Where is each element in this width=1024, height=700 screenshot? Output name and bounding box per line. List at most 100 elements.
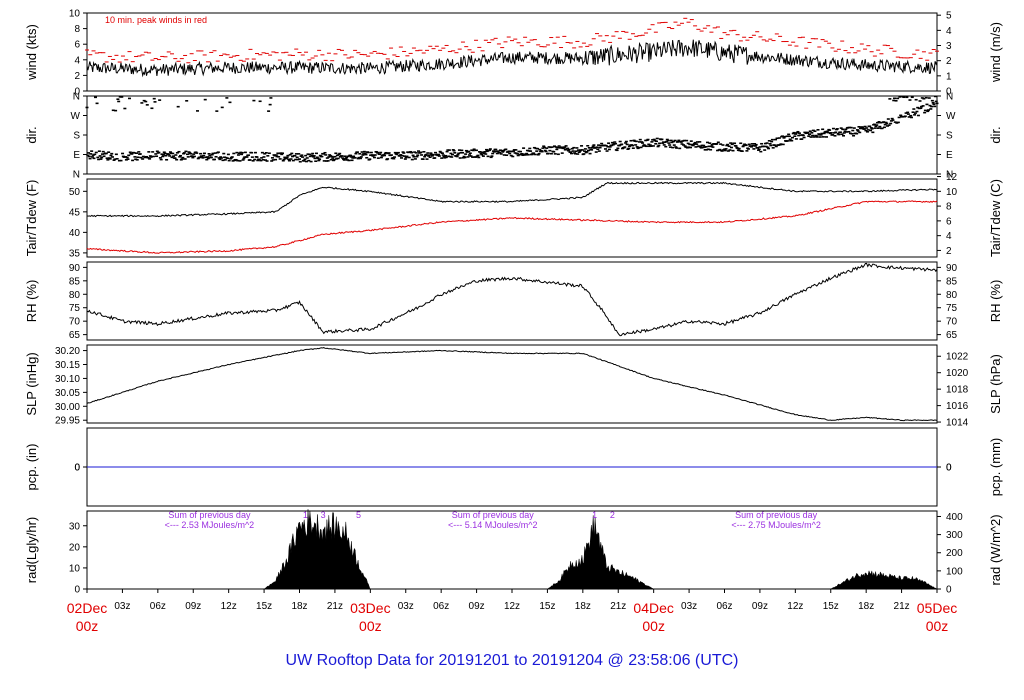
time-label-hour: 00z — [359, 618, 382, 634]
wind-ytick-label-right: 4 — [946, 26, 952, 37]
rh-frame — [86, 261, 938, 341]
wind-ytick-label-right: 2 — [946, 56, 952, 67]
temp-ytick-label-left: 50 — [69, 187, 81, 198]
wind-ytick-label-right: 3 — [946, 41, 952, 52]
slp-ytick-label-right: 1022 — [946, 352, 969, 363]
time-label-minor: 15z — [256, 601, 272, 612]
wind-ytick-label-right: 0 — [946, 87, 952, 98]
rh-ylabel-right: RH (%) — [988, 280, 1003, 323]
slp-ytick-label-left: 30.00 — [55, 402, 80, 413]
temp-ytick-label-left: 45 — [69, 207, 81, 218]
time-label-minor: 03z — [398, 601, 414, 612]
dir-ytick-label-left: S — [73, 131, 80, 142]
rad-peak-label: 2 — [610, 510, 615, 520]
time-label-minor: 18z — [575, 601, 591, 612]
time-label-minor: 06z — [433, 601, 449, 612]
temp-ytick-label-right: 2 — [946, 246, 952, 257]
rad-annotation-line1: Sum of previous day — [452, 510, 535, 520]
rh-ytick-label-left: 90 — [69, 263, 81, 274]
rh-ytick-label-left: 75 — [69, 303, 81, 314]
temp-ylabel-left: Tair/Tdew (F) — [24, 180, 39, 257]
dir-ylabel-left: dir. — [24, 126, 39, 143]
rad-peak-label: 1 — [592, 510, 597, 520]
temp-ytick-label-right: 12 — [946, 172, 958, 183]
wind-ytick-label-left: 2 — [74, 71, 80, 82]
dir-ytick-label-right: E — [946, 150, 953, 161]
temp-ytick-label-right: 4 — [946, 231, 952, 242]
pcp-ytick-label-right: 0 — [946, 463, 952, 474]
time-label-minor: 21z — [327, 601, 343, 612]
dir-ytick-label-right: N — [946, 92, 953, 103]
slp-ytick-label-left: 30.05 — [55, 388, 80, 399]
slp-ytick-label-right: 1020 — [946, 368, 969, 379]
rad-ytick-label-left: 0 — [74, 585, 80, 596]
pcp-ytick-label-left: 0 — [74, 463, 80, 474]
slp-frame — [86, 344, 938, 424]
time-label-hour: 00z — [642, 618, 665, 634]
temp-ytick-label-right: 6 — [946, 216, 952, 227]
rad-annotation-line1: Sum of previous day — [735, 510, 818, 520]
slp-ytick-label-right: 1018 — [946, 385, 969, 396]
dir-ytick-label-left: E — [73, 150, 80, 161]
dir-ytick-label-right: W — [946, 111, 956, 122]
time-axis: 03z 06z 09z 12z 15z 18z 21z 03z 06z 09z 12z 15z 18z 2… — [67, 589, 957, 634]
wind-ytick-label-left: 4 — [74, 55, 80, 66]
temp-ylabel-right: Tair/Tdew (C) — [988, 179, 1003, 257]
temp-frame — [86, 178, 938, 258]
time-label-minor: 18z — [858, 601, 874, 612]
rh-ytick-label-right: 70 — [946, 317, 958, 328]
panel-rh: 65 70 75 80 85 90 65 70 75 80 85 90 RH (%) RH (%) — [24, 261, 1003, 341]
wind-ylabel-right: wind (m/s) — [988, 22, 1003, 83]
wind-peak-annotation: 10 min. peak winds in red — [105, 15, 207, 25]
rh-ytick-label-left: 65 — [69, 330, 81, 341]
wind-ytick-label-left: 6 — [74, 40, 80, 51]
wind-ytick-label-right: 5 — [946, 11, 952, 22]
pcp-ylabel-left: pcp. (in) — [24, 444, 39, 491]
time-label-minor: 03z — [681, 601, 697, 612]
rh-ytick-label-right: 90 — [946, 263, 958, 274]
dir-ytick-label-left: N — [73, 92, 80, 103]
rh-ytick-label-right: 65 — [946, 330, 958, 341]
rad-peak-label: 3 — [321, 510, 326, 520]
dir-ytick-label-left: N — [73, 170, 80, 181]
time-label-hour: 00z — [76, 618, 99, 634]
wind-ytick-label-left: 0 — [74, 87, 80, 98]
figure-title: UW Rooftop Data for 20191201 to 20191204… — [286, 652, 739, 669]
rh-ytick-label-right: 85 — [946, 276, 958, 287]
time-label-day: 04Dec — [633, 600, 673, 616]
slp-ytick-label-right: 1016 — [946, 401, 969, 412]
pcp-ylabel-right: pcp. (mm) — [988, 438, 1003, 497]
slp-ylabel-right: SLP (hPa) — [988, 354, 1003, 414]
time-label-minor: 18z — [291, 601, 307, 612]
rad-annotation-line2: <--- 5.14 MJoules/m^2 — [448, 520, 538, 530]
slp-ytick-label-right: 1014 — [946, 418, 969, 429]
time-label-minor: 09z — [185, 601, 201, 612]
wind-speed-line — [86, 39, 938, 78]
rh-ytick-label-left: 85 — [69, 276, 81, 287]
wind-ytick-label-left: 8 — [74, 24, 80, 35]
rad-ytick-label-right: 200 — [946, 548, 963, 559]
time-label-minor: 06z — [150, 601, 166, 612]
pcp-ytick-label-left: 0 — [74, 463, 80, 474]
dir-ytick-label-right: N — [946, 170, 953, 181]
temp-ytick-label-left: 40 — [69, 228, 81, 239]
time-label-day: 03Dec — [350, 600, 390, 616]
time-label-minor: 09z — [469, 601, 485, 612]
time-label-hour: 00z — [926, 618, 949, 634]
dir-ytick-label-right: S — [946, 131, 953, 142]
time-label-minor: 03z — [114, 601, 130, 612]
time-label-day: 05Dec — [917, 600, 957, 616]
wind-ylabel-left: wind (kts) — [24, 24, 39, 81]
time-label-minor: 21z — [894, 601, 910, 612]
time-label-minor: 12z — [504, 601, 520, 612]
time-label-minor: 15z — [823, 601, 839, 612]
time-label-day: 02Dec — [67, 600, 107, 616]
rh-ytick-label-left: 70 — [69, 317, 81, 328]
panel-temp: 35 40 45 50 2 4 6 8 10 12 Tair/Tdew (F) Tair/Tdew (… — [24, 172, 1003, 259]
rad-ytick-label-right: 300 — [946, 530, 963, 541]
wind-ytick-label-left: 10 — [69, 9, 81, 20]
